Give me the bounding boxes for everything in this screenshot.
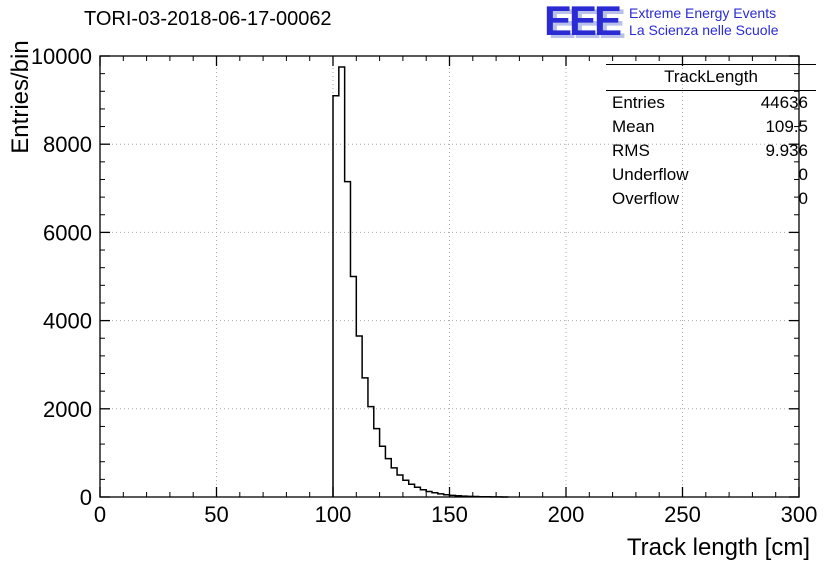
logo-line-1: Extreme Energy Events — [629, 5, 777, 21]
y-axis-title: Entries/bin — [7, 40, 34, 154]
stats-label: Mean — [612, 117, 655, 136]
histogram-path — [332, 66, 509, 498]
stats-label: Overflow — [612, 189, 680, 208]
y-tick-label: 2000 — [43, 397, 92, 422]
x-tick-label: 250 — [664, 502, 701, 527]
stats-label: RMS — [612, 141, 650, 160]
x-tick-label: 50 — [204, 502, 228, 527]
y-tick-label: 8000 — [43, 132, 92, 157]
y-tick-label: 10000 — [31, 44, 92, 69]
stats-row-underflow: Underflow 0 — [606, 163, 816, 187]
stats-row-rms: RMS 9.936 — [606, 139, 816, 163]
x-tick-label: 200 — [548, 502, 585, 527]
stats-value: 9.936 — [765, 141, 808, 160]
stats-label: Underflow — [612, 165, 689, 184]
stats-row-mean: Mean 109.5 — [606, 115, 816, 139]
eee-logo: EEE Extreme Energy Events La Scienza nel… — [544, 0, 778, 44]
stats-value: 44636 — [760, 93, 808, 112]
stats-row-entries: Entries 44636 — [606, 91, 816, 115]
plot-title: TORI-03-2018-06-17-00062 — [84, 8, 332, 30]
logo-line-2: La Scienza nelle Scuole — [629, 22, 779, 38]
stats-value: 0 — [798, 165, 808, 184]
x-tick-label: 0 — [94, 502, 106, 527]
y-tick-label: 0 — [80, 485, 92, 510]
eee-logo-lines: Extreme Energy Events La Scienza nelle S… — [629, 2, 778, 39]
x-tick-label: 150 — [431, 502, 468, 527]
stats-box: TrackLength Entries 44636 Mean 109.5 RMS… — [606, 64, 816, 211]
x-axis-title: Track length [cm] — [626, 534, 810, 561]
stats-box-title: TrackLength — [606, 65, 816, 91]
stats-label: Entries — [612, 93, 665, 112]
stats-row-overflow: Overflow 0 — [606, 187, 816, 211]
y-tick-label: 6000 — [43, 220, 92, 245]
stats-value: 0 — [798, 189, 808, 208]
x-tick-label: 100 — [315, 502, 352, 527]
eee-logo-acronym: EEE — [544, 0, 622, 44]
stats-value: 109.5 — [765, 117, 808, 136]
x-tick-label: 300 — [781, 502, 818, 527]
y-tick-label: 4000 — [43, 309, 92, 334]
